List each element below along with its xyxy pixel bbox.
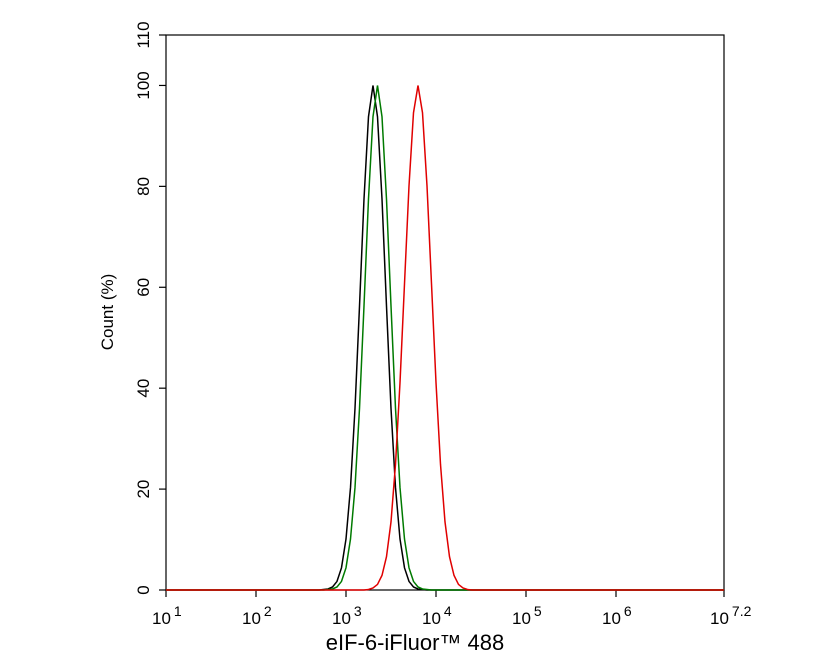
y-tick-label: 110 — [134, 21, 153, 48]
x-tick-label: 10 4 — [422, 603, 452, 628]
plot-frame — [165, 34, 725, 591]
y-tick-label: 20 — [134, 480, 153, 499]
x-tick-label: 10 1 — [152, 603, 182, 628]
x-tick-label: 10 2 — [242, 603, 272, 628]
y-tick-label: 80 — [134, 177, 153, 196]
x-tick-label: 10 7.2 — [710, 603, 752, 628]
y-tick-label: 100 — [134, 71, 153, 99]
y-tick-label: 40 — [134, 379, 153, 398]
x-tick-exponent: 4 — [444, 603, 452, 619]
x-tick-label: 10 5 — [512, 603, 542, 628]
x-tick-exponent: 2 — [264, 603, 272, 619]
x-tick-label: 10 6 — [602, 603, 632, 628]
y-tick-label: 60 — [134, 278, 153, 297]
y-axis-label: Count (%) — [98, 274, 117, 351]
histogram-curve — [166, 85, 724, 591]
x-tick-exponent: 5 — [534, 603, 542, 619]
x-tick-exponent: 6 — [624, 603, 632, 619]
x-tick-label: 10 3 — [332, 603, 362, 628]
x-tick-exponent: 3 — [354, 603, 362, 619]
x-tick-exponent: 1 — [174, 603, 182, 619]
x-tick-exponent: 7.2 — [732, 603, 752, 619]
histogram-curve — [166, 85, 724, 591]
y-tick-label: 0 — [134, 585, 153, 594]
x-axis-label: eIF-6-iFluor™ 488 — [326, 630, 505, 655]
